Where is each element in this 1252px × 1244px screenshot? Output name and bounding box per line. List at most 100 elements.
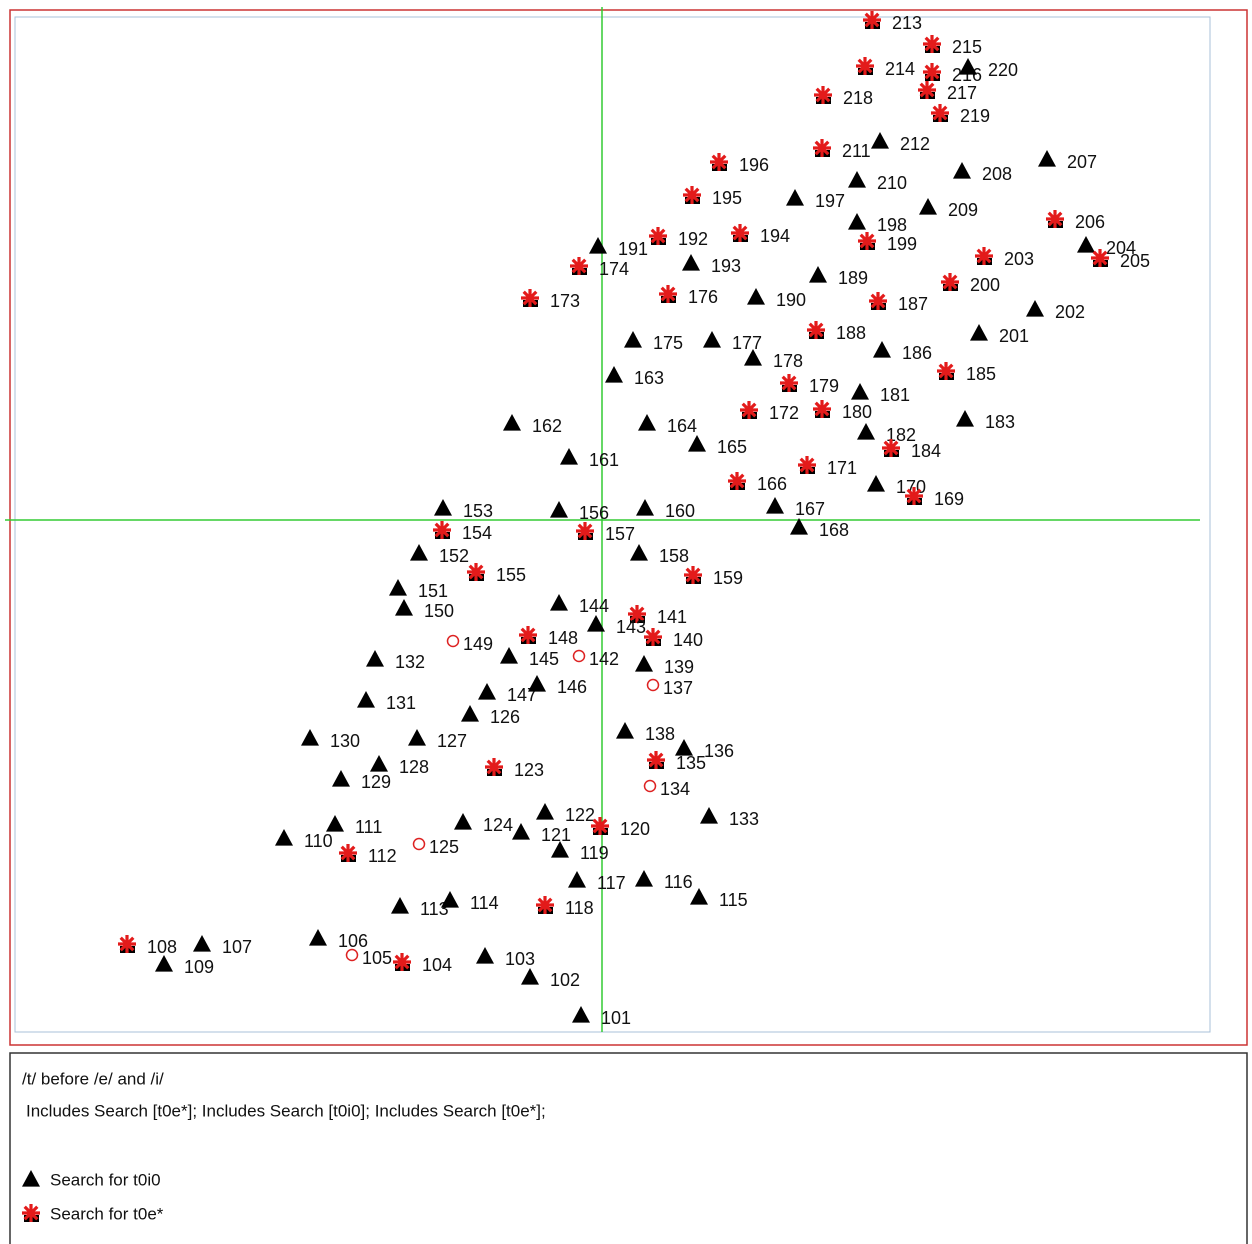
points: 213 215 214 216 220 217 219 218 211 212 207 208 196 2…	[118, 11, 1150, 1028]
point-label: 127	[437, 731, 467, 751]
point-label: 116	[664, 872, 693, 892]
triangle-marker	[1038, 150, 1056, 167]
star-marker	[23, 1205, 39, 1221]
star-marker	[468, 564, 484, 580]
point-label: 134	[660, 779, 690, 799]
point: 181	[851, 383, 910, 405]
triangle-marker	[528, 675, 546, 692]
star-marker	[924, 36, 940, 52]
triangle-marker	[871, 132, 889, 149]
point: 176	[659, 285, 718, 307]
point: 121	[512, 823, 571, 845]
point: 154	[433, 521, 492, 543]
point: 203	[975, 247, 1034, 269]
point: 217	[918, 81, 977, 103]
star-marker	[1092, 250, 1108, 266]
point-label: 172	[769, 403, 799, 423]
point-label: 163	[634, 368, 664, 388]
triangle-marker	[478, 683, 496, 700]
point: 119	[551, 841, 609, 863]
point-label: 110	[304, 831, 333, 851]
point-label: 201	[999, 326, 1029, 346]
point: 107	[193, 935, 252, 957]
legend-box	[9, 1052, 1248, 1244]
star-marker	[571, 258, 587, 274]
point: 102	[521, 968, 580, 990]
point: 108	[118, 935, 177, 957]
star-marker	[650, 228, 666, 244]
point: 132	[366, 650, 425, 672]
star-marker	[924, 64, 940, 80]
point: 167	[766, 497, 825, 519]
point-label: 125	[429, 837, 459, 857]
triangle-marker	[568, 871, 586, 888]
point-label: 190	[776, 290, 806, 310]
star-marker	[870, 293, 886, 309]
point-label: 219	[960, 106, 990, 126]
triangle-marker	[1077, 236, 1095, 253]
point: 163	[605, 366, 664, 388]
point-label: 146	[557, 677, 587, 697]
legend-label: Search for t0i0	[50, 1170, 161, 1189]
point-label: 192	[678, 229, 708, 249]
triangle-marker	[408, 729, 426, 746]
point: 113	[391, 897, 449, 919]
point: 162	[503, 414, 562, 436]
point-label: 200	[970, 275, 1000, 295]
point-label: 178	[773, 351, 803, 371]
point-label: 132	[395, 652, 425, 672]
triangle-marker	[616, 722, 634, 739]
point-label: 214	[885, 59, 915, 79]
triangle-marker	[744, 349, 762, 366]
triangle-marker	[536, 803, 554, 820]
point: 126	[461, 705, 520, 727]
point: 135	[647, 751, 706, 773]
point: 169	[905, 487, 964, 509]
star-marker	[394, 954, 410, 970]
triangle-marker	[503, 414, 521, 431]
point: 149	[446, 634, 493, 654]
triangle-marker	[605, 366, 623, 383]
triangle-marker	[22, 1170, 40, 1187]
point: 150	[395, 599, 454, 621]
triangle-marker	[550, 501, 568, 518]
triangle-marker	[326, 815, 344, 832]
point: 173	[521, 289, 580, 311]
triangle-marker	[572, 1006, 590, 1023]
point-label: 128	[399, 757, 429, 777]
point: 122	[536, 803, 595, 825]
triangle-marker	[550, 594, 568, 611]
point: 130	[301, 729, 360, 751]
circle-marker	[646, 678, 660, 692]
triangle-marker	[867, 475, 885, 492]
circle-marker	[412, 837, 426, 851]
triangle-marker	[410, 544, 428, 561]
legend-item: Search for t0i0	[22, 1170, 161, 1189]
title: /t/ before /e/ and /i/	[22, 1069, 164, 1088]
point-label: 155	[496, 565, 526, 585]
triangle-marker	[786, 189, 804, 206]
triangle-marker	[970, 324, 988, 341]
star-marker	[741, 402, 757, 418]
triangle-marker	[370, 755, 388, 772]
point: 201	[970, 324, 1029, 346]
point-label: 109	[184, 957, 214, 977]
triangle-marker	[332, 770, 350, 787]
point-label: 115	[719, 890, 748, 910]
point: 190	[747, 288, 806, 310]
point-label: 112	[368, 846, 397, 866]
point-label: 176	[688, 287, 718, 307]
point-label: 164	[667, 416, 697, 436]
point-label: 142	[589, 649, 619, 669]
triangle-marker	[857, 423, 875, 440]
subtitle: Includes Search [t0e*]; Includes Search …	[26, 1101, 546, 1120]
point-label: 114	[470, 893, 499, 913]
point-label: 199	[887, 234, 917, 254]
point: 143	[587, 615, 646, 637]
point-label: 194	[760, 226, 790, 246]
point-label: 141	[657, 607, 687, 627]
point-label: 104	[422, 955, 452, 975]
triangle-marker	[747, 288, 765, 305]
triangle-marker	[682, 254, 700, 271]
